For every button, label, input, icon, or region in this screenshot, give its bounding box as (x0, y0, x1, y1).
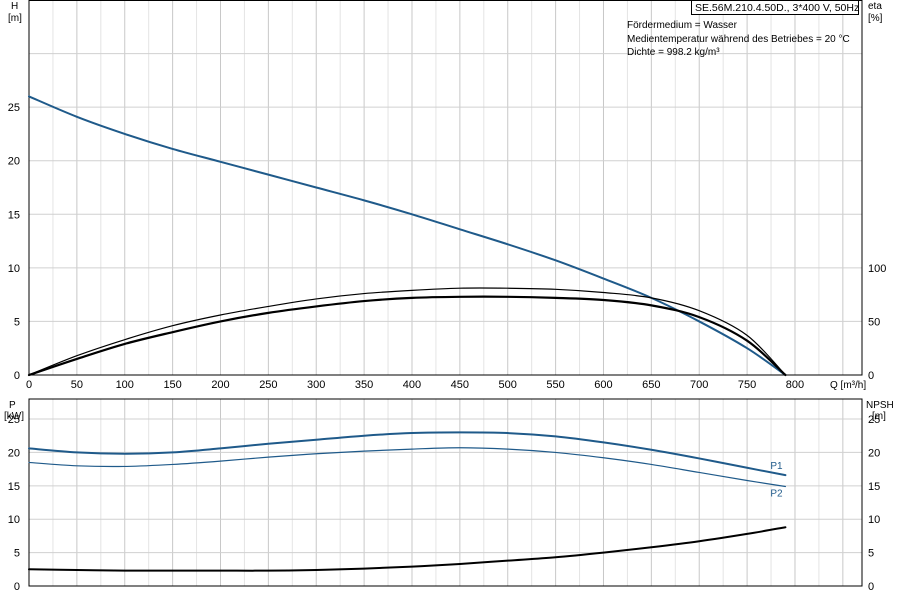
x-tick-label: 800 (786, 379, 804, 391)
eta-axis-unit: [%] (868, 13, 883, 24)
npsh-axis-unit: [m] (872, 411, 886, 422)
pump-label: SE.56M.210.4.50D., 3*400 V, 50Hz (695, 2, 860, 14)
x-tick-label: 550 (546, 379, 564, 391)
tick-labels: 0 50 100 150 200 250 300 350 400 450 500 550 600 650 7… (8, 102, 887, 593)
npsh-tick-label: 0 (868, 581, 874, 593)
eta-axis-label: eta (868, 1, 882, 12)
npsh-tick-label: 10 (868, 514, 880, 526)
upper-plot-frame (28, 0, 863, 376)
upper-grid (28, 0, 862, 376)
eta-tick-label: 50 (868, 316, 880, 328)
x-tick-label: 500 (499, 379, 517, 391)
p-tick-label: 15 (8, 481, 20, 493)
series-p1-line (28, 431, 787, 477)
series-label-p1: P1 (770, 461, 783, 472)
npsh-tick-label: 25 (868, 414, 880, 426)
h-axis-unit: [m] (8, 13, 22, 24)
x-tick-label: 700 (690, 379, 708, 391)
q-axis-label: Q [m³/h] (830, 380, 866, 391)
x-tick-label: 250 (259, 379, 277, 391)
h-tick-label: 0 (14, 370, 20, 382)
series-eta-thick-line (27, 295, 787, 377)
x-tick-label: 150 (163, 379, 181, 391)
series-label-p2: P2 (770, 488, 783, 499)
data-series: P1 P2 (27, 95, 787, 572)
p-axis-unit: [kW] (4, 411, 24, 422)
x-tick-label: 650 (642, 379, 660, 391)
h-tick-label: 5 (14, 316, 20, 328)
p-tick-label: 25 (8, 414, 20, 426)
npsh-tick-label: 15 (868, 481, 880, 493)
x-tick-label: 600 (594, 379, 612, 391)
series-p2-line (28, 447, 786, 488)
p-axis-label: P (9, 400, 16, 411)
series-h-line (28, 95, 787, 376)
h-tick-label: 20 (8, 156, 20, 168)
x-tick-label: 0 (26, 379, 32, 391)
x-tick-label: 450 (451, 379, 469, 391)
density-condition: Dichte = 998.2 kg/m³ (627, 47, 720, 58)
eta-tick-label: 0 (868, 370, 874, 382)
plot-frames (28, 0, 863, 587)
axis-labels: H[m]eta[%]Q [m³/h]P[kW]NPSH[m] (4, 1, 894, 422)
x-tick-label: 200 (211, 379, 229, 391)
npsh-tick-label: 5 (868, 548, 874, 560)
h-tick-label: 15 (8, 209, 20, 221)
p-tick-label: 10 (8, 514, 20, 526)
h-tick-label: 10 (8, 263, 20, 275)
x-tick-label: 300 (307, 379, 325, 391)
x-tick-label: 350 (355, 379, 373, 391)
medium-condition: Fördermedium = Wasser (627, 20, 737, 31)
x-tick-label: 400 (403, 379, 421, 391)
eta-tick-label: 100 (868, 263, 886, 275)
p-tick-label: 0 (14, 581, 20, 593)
lower-grid (28, 399, 862, 587)
pump-label-box: SE.56M.210.4.50D., 3*400 V, 50Hz (691, 0, 859, 15)
series-eta-thin-line (28, 287, 786, 376)
p-tick-label: 20 (8, 447, 20, 459)
npsh-tick-label: 20 (868, 447, 880, 459)
x-tick-label: 750 (738, 379, 756, 391)
h-axis-label: H (11, 1, 18, 12)
npsh-axis-label: NPSH (866, 400, 894, 411)
series-npsh-line (28, 526, 787, 572)
temperature-condition: Medientemperatur während des Betriebes =… (627, 34, 850, 45)
x-tick-label: 50 (71, 379, 83, 391)
x-tick-label: 100 (116, 379, 134, 391)
lower-plot-frame (28, 398, 863, 587)
h-tick-label: 25 (8, 102, 20, 114)
p-tick-label: 5 (14, 548, 20, 560)
